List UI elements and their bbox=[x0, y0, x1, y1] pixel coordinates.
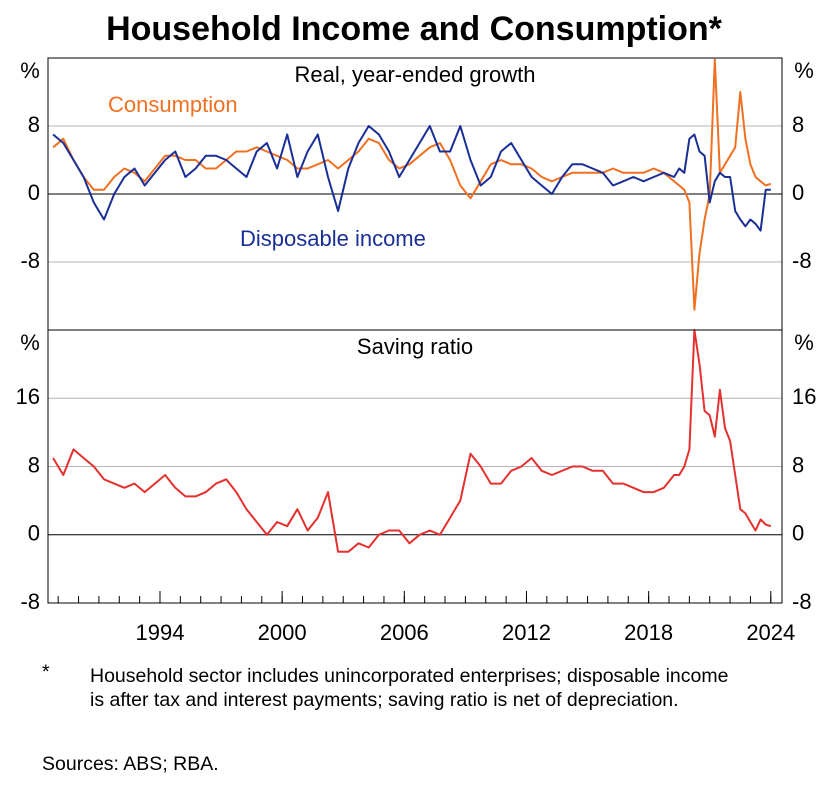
footnote-marker: * bbox=[42, 661, 50, 683]
plot-frame bbox=[47, 329, 783, 604]
x-tick-label: 1994 bbox=[136, 620, 185, 645]
panel-title: Saving ratio bbox=[357, 334, 473, 359]
sources: Sources: ABS; RBA. bbox=[42, 753, 219, 775]
y-tick-label: 0 bbox=[28, 521, 40, 546]
y-tick-label-right: -8 bbox=[792, 589, 812, 614]
x-tick-label: 2012 bbox=[502, 620, 551, 645]
y-tick-label: -8 bbox=[20, 248, 40, 273]
y-tick-label-right: -8 bbox=[792, 248, 812, 273]
y-tick-label-right: 8 bbox=[792, 452, 804, 477]
y-tick-label: 8 bbox=[28, 452, 40, 477]
series-label: Disposable income bbox=[240, 226, 426, 251]
series-line bbox=[52, 125, 771, 232]
x-tick-label: 2006 bbox=[380, 620, 429, 645]
y-tick-label: 16 bbox=[16, 384, 40, 409]
y-unit-right: % bbox=[794, 330, 814, 355]
y-unit: % bbox=[20, 330, 40, 355]
x-tick-label: 2000 bbox=[258, 620, 307, 645]
y-tick-label: -8 bbox=[20, 589, 40, 614]
y-tick-label: 8 bbox=[28, 112, 40, 137]
panel-title: Real, year-ended growth bbox=[295, 62, 536, 87]
series-line bbox=[52, 58, 772, 311]
series-line bbox=[52, 329, 772, 553]
y-tick-label-right: 0 bbox=[792, 180, 804, 205]
y-tick-label-right: 16 bbox=[792, 384, 816, 409]
y-tick-label-right: 8 bbox=[792, 112, 804, 137]
footnote: Household sector includes unincorporated… bbox=[90, 665, 729, 711]
y-tick-label-right: 0 bbox=[792, 521, 804, 546]
chart-title: Household Income and Consumption* bbox=[106, 10, 723, 48]
x-tick-label: 2018 bbox=[624, 620, 673, 645]
y-unit: % bbox=[20, 58, 40, 83]
series-label: Consumption bbox=[108, 92, 238, 117]
y-tick-label: 0 bbox=[28, 180, 40, 205]
x-tick-label: 2024 bbox=[746, 620, 795, 645]
y-unit-right: % bbox=[794, 58, 814, 83]
chart: Household Income and Consumption* -8 -8 0 0… bbox=[16, 10, 817, 645]
